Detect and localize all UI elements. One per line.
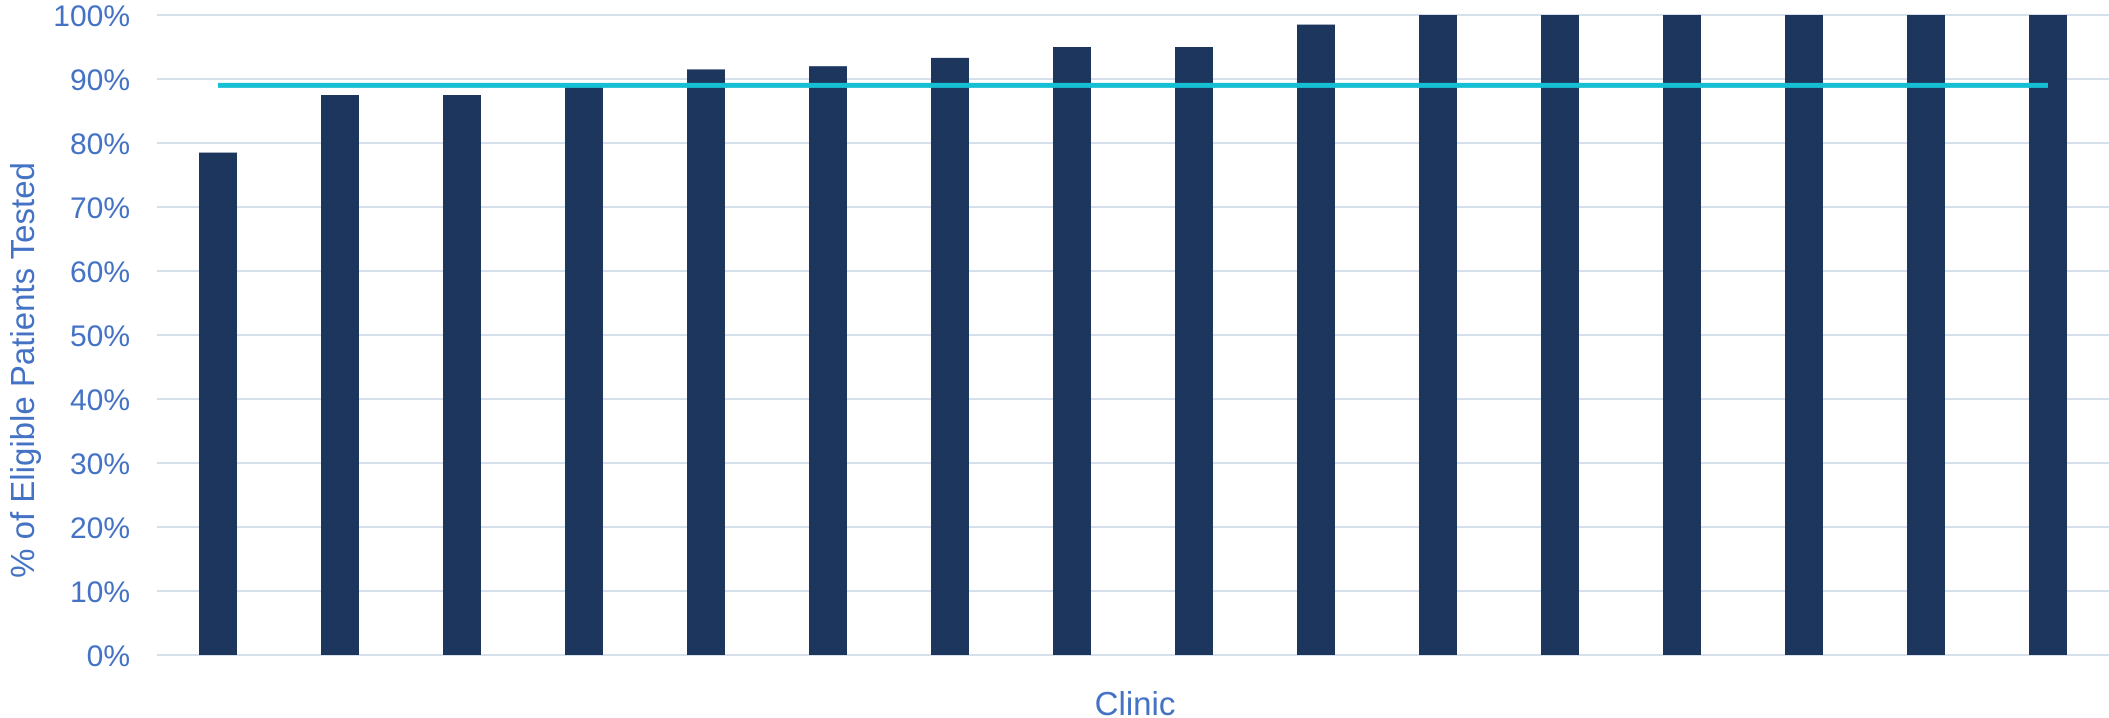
bar	[931, 57, 969, 655]
bar	[1175, 47, 1213, 655]
y-axis-title: % of Eligible Patients Tested	[4, 162, 41, 578]
y-tick-label: 60%	[70, 256, 130, 289]
y-tick-label: 40%	[70, 384, 130, 417]
bar	[565, 85, 603, 655]
bar	[1907, 15, 1945, 655]
bar	[809, 66, 847, 655]
bar	[443, 95, 481, 655]
bar	[687, 69, 725, 655]
bar	[1663, 15, 1701, 655]
y-tick-label: 0%	[87, 640, 130, 673]
y-axis-ticks: 0% 10% 20% 30% 40% 50% 60% 70% 80% 90% 100%	[53, 0, 130, 673]
y-tick-label: 30%	[70, 448, 130, 481]
y-tick-label: 70%	[70, 192, 130, 225]
x-axis-title: Clinic	[1095, 685, 1176, 718]
bar	[1541, 15, 1579, 655]
bar	[321, 95, 359, 655]
bars	[199, 15, 2067, 656]
y-tick-label: 50%	[70, 320, 130, 353]
bar	[199, 152, 237, 655]
bar	[2029, 15, 2067, 655]
bar	[1297, 24, 1335, 656]
y-tick-label: 80%	[70, 128, 130, 161]
bar	[1785, 15, 1823, 655]
y-tick-label: 10%	[70, 576, 130, 609]
y-tick-label: 20%	[70, 512, 130, 545]
gridlines	[157, 14, 2109, 656]
bar	[1419, 15, 1457, 655]
y-tick-label: 100%	[53, 0, 130, 33]
bar	[1053, 47, 1091, 655]
y-tick-label: 90%	[70, 64, 130, 97]
